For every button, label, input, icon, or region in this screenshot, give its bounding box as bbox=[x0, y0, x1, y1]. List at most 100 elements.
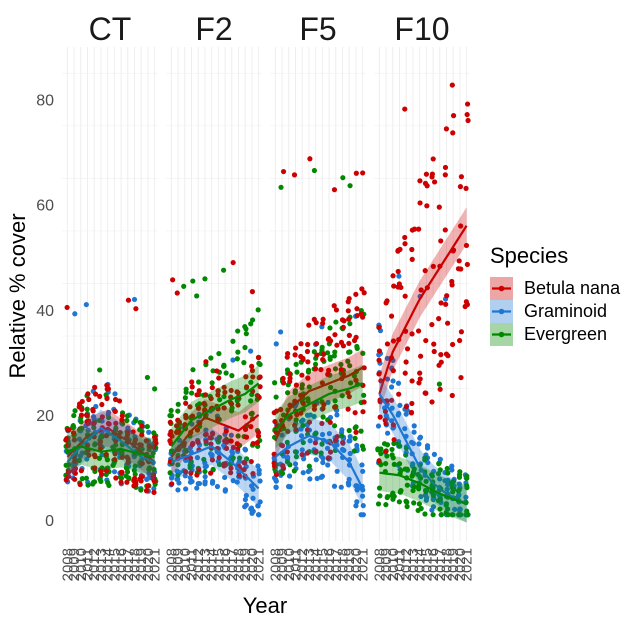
data-point bbox=[444, 293, 450, 299]
data-point bbox=[299, 447, 305, 453]
data-point bbox=[255, 429, 262, 436]
data-point bbox=[189, 390, 195, 396]
data-point bbox=[361, 392, 367, 398]
data-point bbox=[390, 368, 396, 374]
data-point bbox=[254, 440, 261, 446]
data-point bbox=[248, 424, 254, 430]
data-point bbox=[229, 405, 235, 411]
data-point bbox=[249, 289, 255, 295]
x-tick-label: 2019 bbox=[341, 548, 358, 581]
x-tick-label: 2016 bbox=[113, 548, 130, 581]
data-point bbox=[249, 510, 255, 516]
data-point bbox=[202, 407, 208, 413]
data-point bbox=[450, 489, 456, 495]
data-point bbox=[418, 475, 424, 481]
data-point bbox=[241, 466, 247, 473]
data-point bbox=[320, 414, 326, 420]
data-point bbox=[118, 479, 124, 485]
data-point bbox=[408, 410, 414, 416]
data-point bbox=[243, 492, 249, 499]
data-point bbox=[209, 452, 215, 458]
data-point bbox=[242, 344, 248, 351]
data-point bbox=[402, 293, 408, 299]
data-point bbox=[353, 429, 359, 435]
data-point bbox=[243, 331, 249, 337]
data-point bbox=[70, 430, 77, 436]
data-point bbox=[131, 467, 137, 473]
data-point bbox=[187, 455, 194, 461]
panels-layer: CT20082009201020112012201320142015201620… bbox=[59, 11, 475, 581]
data-point bbox=[304, 348, 311, 355]
data-point bbox=[361, 365, 367, 371]
data-point bbox=[417, 370, 423, 376]
data-point bbox=[449, 82, 455, 88]
data-point bbox=[72, 311, 78, 317]
confidence-band bbox=[275, 349, 363, 460]
data-point bbox=[187, 404, 193, 410]
data-point bbox=[203, 431, 209, 437]
data-point bbox=[91, 452, 98, 458]
trend-line bbox=[66, 426, 156, 464]
data-point bbox=[97, 367, 103, 373]
data-point bbox=[361, 290, 367, 296]
data-point bbox=[390, 422, 396, 428]
data-point bbox=[138, 442, 144, 448]
data-point bbox=[383, 502, 389, 508]
data-point bbox=[326, 430, 332, 437]
data-point bbox=[305, 359, 311, 365]
x-tick-label: 2008 bbox=[267, 548, 284, 581]
x-tick-label: 2017 bbox=[328, 548, 345, 581]
data-point bbox=[429, 399, 435, 405]
data-point bbox=[84, 456, 90, 462]
data-point bbox=[346, 427, 352, 434]
data-point bbox=[404, 503, 410, 510]
data-point bbox=[418, 287, 424, 293]
data-point bbox=[464, 111, 470, 118]
data-point bbox=[304, 450, 310, 456]
data-point bbox=[272, 380, 278, 386]
confidence-band bbox=[275, 417, 363, 507]
data-point bbox=[106, 421, 112, 427]
data-point bbox=[312, 440, 319, 446]
data-point bbox=[221, 362, 227, 368]
data-point bbox=[244, 384, 250, 390]
data-point bbox=[242, 414, 248, 420]
data-point bbox=[404, 499, 410, 505]
data-point bbox=[216, 350, 222, 357]
data-point bbox=[306, 384, 312, 390]
x-tick-label: 2011 bbox=[392, 548, 409, 580]
data-point bbox=[118, 475, 124, 481]
data-point bbox=[248, 379, 254, 385]
data-point bbox=[409, 400, 415, 407]
data-point bbox=[354, 306, 360, 312]
confidence-band bbox=[171, 364, 259, 465]
data-point bbox=[169, 433, 175, 439]
data-point bbox=[354, 312, 360, 319]
data-point bbox=[291, 172, 298, 178]
data-point bbox=[189, 413, 196, 419]
data-point bbox=[452, 506, 458, 512]
data-point bbox=[375, 423, 382, 429]
data-point bbox=[417, 434, 424, 440]
data-point bbox=[208, 355, 214, 361]
data-point bbox=[377, 414, 383, 420]
data-point bbox=[340, 439, 346, 446]
data-point bbox=[285, 428, 291, 435]
data-point bbox=[112, 457, 118, 463]
data-point bbox=[209, 380, 215, 386]
data-point bbox=[96, 417, 103, 423]
data-point bbox=[92, 391, 99, 397]
data-point bbox=[273, 471, 280, 478]
data-point bbox=[78, 412, 85, 418]
x-tick-label: 2017 bbox=[432, 548, 449, 581]
data-point bbox=[285, 390, 291, 396]
facet-title: F2 bbox=[195, 11, 232, 47]
data-point bbox=[257, 374, 263, 380]
data-point bbox=[449, 392, 455, 399]
data-point bbox=[346, 476, 352, 482]
data-point bbox=[85, 420, 91, 426]
data-point bbox=[139, 460, 145, 467]
data-point bbox=[327, 325, 333, 331]
data-point bbox=[300, 470, 306, 476]
data-point bbox=[383, 460, 389, 467]
